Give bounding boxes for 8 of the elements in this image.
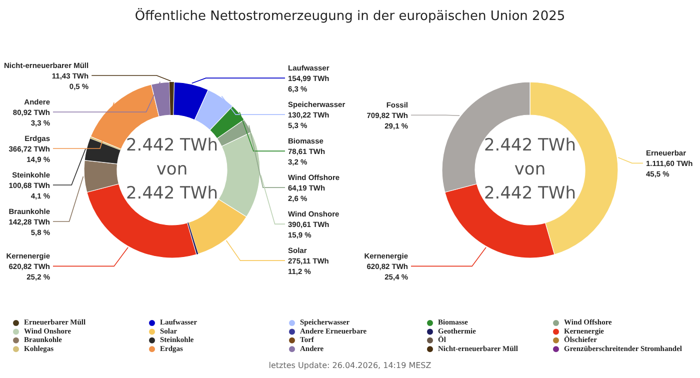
text: 2.442 TWh: [126, 184, 218, 204]
text: 2.442 TWh: [484, 184, 576, 204]
text: von: [514, 160, 546, 180]
text: von: [156, 160, 188, 180]
chart-title: Öffentliche Nettostromerzeugung in der europäischen Union 2025: [134, 8, 566, 24]
text: 2.442 TWh: [484, 136, 576, 156]
text: letztes Update: 26.04.2026, 14:19 MESZ: [268, 361, 432, 370]
text: 2.442 TWh: [126, 136, 218, 156]
